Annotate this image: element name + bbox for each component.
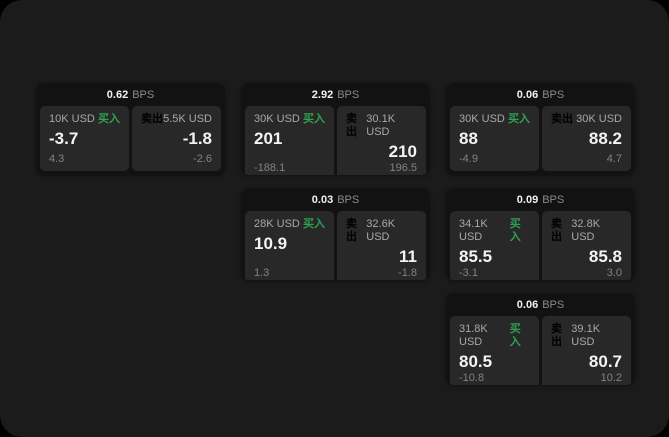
quote-card-grid: 0.62 BPS 10K USD 买入 -3.7 4.3 卖出 5.5K USD <box>36 83 635 385</box>
sell-label: 卖出 <box>141 113 163 125</box>
bps-value: 0.06 <box>516 298 539 311</box>
buy-notional: 34.1K USD <box>459 218 488 243</box>
buy-pane[interactable]: 28K USD 买入 10.9 1.3 <box>245 211 334 280</box>
buy-label: 买入 <box>98 113 120 125</box>
buy-label: 买入 <box>509 218 521 243</box>
buy-label: 买入 <box>303 113 325 125</box>
buy-notional: 28K USD <box>254 218 300 230</box>
bps-unit-label: BPS <box>542 193 565 206</box>
sell-delta: 10.2 <box>600 372 622 384</box>
quote-panes: 31.8K USD 买入 80.5 -10.8 卖出 39.1K USD 80.… <box>446 316 635 385</box>
sell-pane[interactable]: 卖出 30K USD 88.2 4.7 <box>542 106 631 171</box>
buy-delta: -10.8 <box>459 372 485 384</box>
buy-delta: 4.3 <box>49 153 65 165</box>
sell-notional: 30.1K USD <box>366 113 396 138</box>
buy-price: 10.9 <box>254 234 288 253</box>
sell-label: 卖出 <box>346 218 357 243</box>
sell-price: -1.8 <box>182 129 212 148</box>
sell-pane[interactable]: 卖出 32.8K USD 85.8 3.0 <box>542 211 631 280</box>
sell-label: 卖出 <box>551 323 562 348</box>
buy-price: -3.7 <box>49 129 79 148</box>
quote-card: 0.03 BPS 28K USD 买入 10.9 1.3 卖出 32.6K US… <box>241 188 430 280</box>
bps-unit-label: BPS <box>542 88 565 101</box>
buy-label: 买入 <box>509 323 521 348</box>
sell-pane[interactable]: 卖出 32.6K USD 11 -1.8 <box>337 211 426 280</box>
buy-price: 201 <box>254 129 283 148</box>
bps-value: 0.06 <box>516 88 539 101</box>
bps-value: 0.62 <box>106 88 129 101</box>
buy-notional: 31.8K USD <box>459 323 488 348</box>
quote-panes: 10K USD 买入 -3.7 4.3 卖出 5.5K USD -1.8 -2.… <box>36 106 225 175</box>
bps-unit-label: BPS <box>132 88 155 101</box>
buy-label: 买入 <box>303 218 325 230</box>
buy-price: 88 <box>459 129 478 148</box>
bps-header: 0.06 BPS <box>446 293 635 316</box>
sell-delta: 4.7 <box>606 153 622 165</box>
buy-pane[interactable]: 34.1K USD 买入 85.5 -3.1 <box>450 211 539 280</box>
sell-delta: 196.5 <box>389 162 417 174</box>
bps-value: 0.09 <box>516 193 539 206</box>
sell-delta: -1.8 <box>398 267 417 279</box>
bps-header: 2.92 BPS <box>241 83 430 106</box>
buy-label: 买入 <box>508 113 530 125</box>
sell-notional: 32.8K USD <box>571 218 601 243</box>
bps-value: 0.03 <box>311 193 334 206</box>
bps-value: 2.92 <box>311 88 334 101</box>
bps-header: 0.03 BPS <box>241 188 430 211</box>
sell-label: 卖出 <box>551 113 573 125</box>
quote-card: 0.62 BPS 10K USD 买入 -3.7 4.3 卖出 5.5K USD <box>36 83 225 175</box>
buy-pane[interactable]: 10K USD 买入 -3.7 4.3 <box>40 106 129 171</box>
sell-label: 卖出 <box>551 218 562 243</box>
sell-pane[interactable]: 卖出 30.1K USD 210 196.5 <box>337 106 426 175</box>
sell-price: 85.8 <box>588 247 622 266</box>
quote-panes: 28K USD 买入 10.9 1.3 卖出 32.6K USD 11 -1.8 <box>241 211 430 280</box>
sell-notional: 30K USD <box>576 113 622 125</box>
buy-pane[interactable]: 30K USD 买入 88 -4.9 <box>450 106 539 171</box>
sell-pane[interactable]: 卖出 5.5K USD -1.8 -2.6 <box>132 106 221 171</box>
buy-price: 85.5 <box>459 247 493 266</box>
sell-notional: 32.6K USD <box>366 218 396 243</box>
quote-card: 0.09 BPS 34.1K USD 买入 85.5 -3.1 卖出 32.8K… <box>446 188 635 280</box>
quote-panes: 30K USD 买入 201 -188.1 卖出 30.1K USD 210 1… <box>241 106 430 175</box>
sell-price: 210 <box>388 142 417 161</box>
bps-header: 0.09 BPS <box>446 188 635 211</box>
buy-notional: 30K USD <box>254 113 300 125</box>
sell-notional: 5.5K USD <box>163 113 212 125</box>
sell-price: 11 <box>399 247 417 266</box>
bps-header: 0.06 BPS <box>446 83 635 106</box>
buy-delta: 1.3 <box>254 267 270 279</box>
quote-panes: 34.1K USD 买入 85.5 -3.1 卖出 32.8K USD 85.8… <box>446 211 635 280</box>
sell-price: 88.2 <box>588 129 622 148</box>
bps-unit-label: BPS <box>337 193 360 206</box>
bps-unit-label: BPS <box>337 88 360 101</box>
sell-notional: 39.1K USD <box>571 323 601 348</box>
quote-card: 0.06 BPS 30K USD 买入 88 -4.9 卖出 30K USD <box>446 83 635 175</box>
sell-delta: 3.0 <box>606 267 622 279</box>
buy-pane[interactable]: 31.8K USD 买入 80.5 -10.8 <box>450 316 539 385</box>
bps-unit-label: BPS <box>542 298 565 311</box>
quote-card: 2.92 BPS 30K USD 买入 201 -188.1 卖出 30.1K … <box>241 83 430 175</box>
buy-price: 80.5 <box>459 352 493 371</box>
buy-pane[interactable]: 30K USD 买入 201 -188.1 <box>245 106 334 175</box>
sell-pane[interactable]: 卖出 39.1K USD 80.7 10.2 <box>542 316 631 385</box>
buy-delta: -188.1 <box>254 162 286 174</box>
sell-price: 80.7 <box>588 352 622 371</box>
buy-notional: 10K USD <box>49 113 95 125</box>
buy-notional: 30K USD <box>459 113 505 125</box>
sell-label: 卖出 <box>346 113 357 138</box>
sell-delta: -2.6 <box>193 153 212 165</box>
bps-header: 0.62 BPS <box>36 83 225 106</box>
quote-card: 0.06 BPS 31.8K USD 买入 80.5 -10.8 卖出 39.1… <box>446 293 635 385</box>
buy-delta: -4.9 <box>459 153 478 165</box>
buy-delta: -3.1 <box>459 267 478 279</box>
quote-panes: 30K USD 买入 88 -4.9 卖出 30K USD 88.2 4.7 <box>446 106 635 175</box>
